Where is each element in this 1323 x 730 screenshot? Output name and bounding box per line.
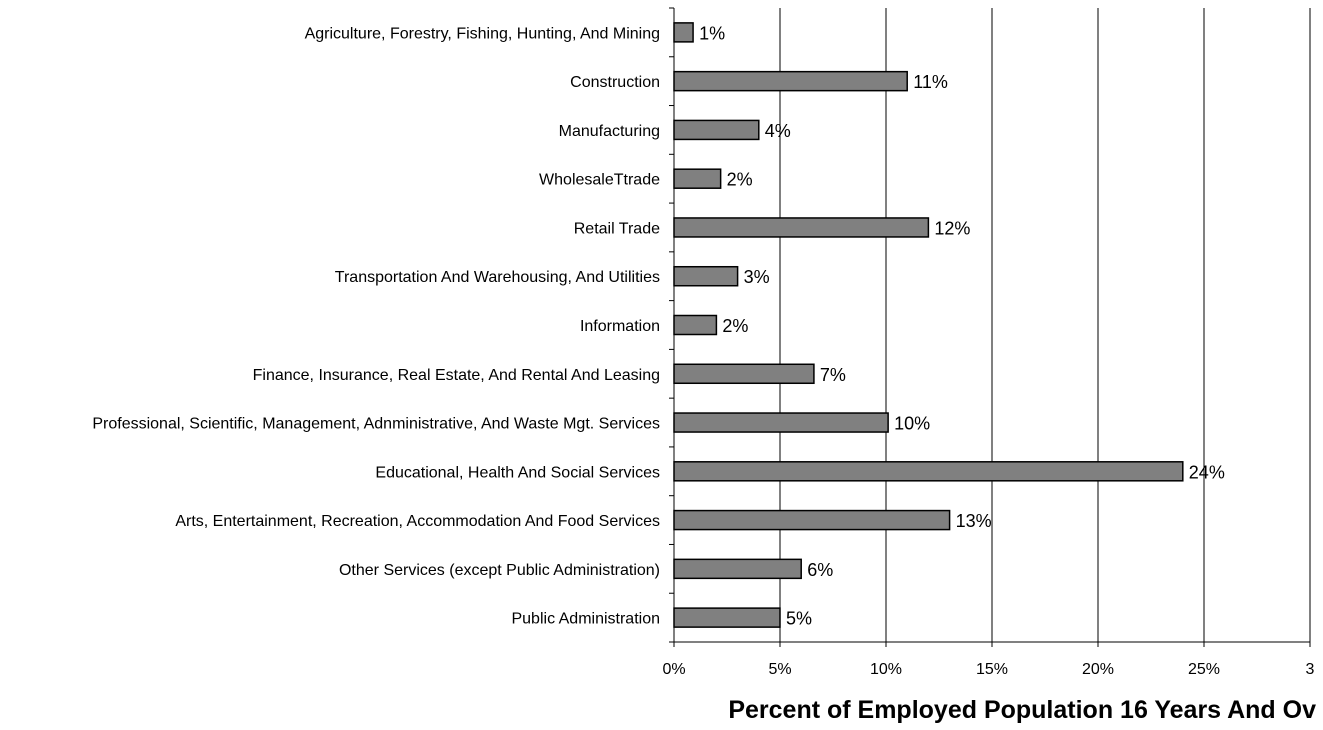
x-tick-label-3: 15% xyxy=(976,661,1008,678)
bar-0 xyxy=(673,22,694,43)
x-tick-label-1: 5% xyxy=(768,661,791,678)
bar-12 xyxy=(673,607,781,628)
x-tick-label-0: 0% xyxy=(662,661,685,678)
category-label-9: Educational, Health And Social Services xyxy=(375,464,660,481)
data-label-12: 5% xyxy=(786,609,812,629)
category-label-12: Public Administration xyxy=(511,611,660,628)
bar-4 xyxy=(673,217,930,238)
x-tick-label-5: 25% xyxy=(1188,661,1220,678)
bar-1 xyxy=(673,70,908,92)
bar-8 xyxy=(673,412,889,433)
data-label-3: 2% xyxy=(727,170,753,190)
data-label-0: 1% xyxy=(699,23,725,43)
category-label-3: WholesaleTtrade xyxy=(539,172,660,189)
data-label-10: 13% xyxy=(956,511,992,531)
bars xyxy=(673,22,1184,628)
category-label-10: Arts, Entertainment, Recreation, Accommo… xyxy=(175,513,660,530)
data-label-9: 24% xyxy=(1189,462,1225,482)
bar-6 xyxy=(673,314,718,336)
category-label-2: Manufacturing xyxy=(559,123,660,140)
category-label-0: Agriculture, Forestry, Fishing, Hunting,… xyxy=(305,25,660,42)
x-axis-title: Percent of Employed Population 16 Years … xyxy=(728,696,1316,724)
category-label-11: Other Services (except Public Administra… xyxy=(339,562,660,579)
bar-3 xyxy=(673,168,722,189)
labels: Agriculture, Forestry, Fishing, Hunting,… xyxy=(92,23,1314,678)
gridlines xyxy=(779,8,1311,642)
bar-2 xyxy=(673,119,760,141)
data-label-1: 11% xyxy=(913,72,948,92)
data-label-2: 4% xyxy=(765,121,791,141)
bar-9 xyxy=(673,461,1184,482)
data-label-6: 2% xyxy=(722,316,748,336)
category-label-4: Retail Trade xyxy=(574,220,660,237)
data-label-7: 7% xyxy=(820,365,846,385)
data-label-8: 10% xyxy=(894,414,930,434)
data-label-4: 12% xyxy=(934,218,970,238)
bar-5 xyxy=(673,265,739,287)
category-label-8: Professional, Scientific, Management, Ad… xyxy=(92,416,660,433)
data-label-5: 3% xyxy=(744,267,770,287)
x-tick-label-6: 3 xyxy=(1306,661,1315,678)
bar-11 xyxy=(673,558,802,580)
axes xyxy=(669,7,1311,647)
bar-7 xyxy=(673,363,815,385)
category-label-7: Finance, Insurance, Real Estate, And Ren… xyxy=(253,367,660,384)
data-label-11: 6% xyxy=(807,560,833,580)
category-label-1: Construction xyxy=(570,74,660,91)
x-tick-label-4: 20% xyxy=(1082,661,1114,678)
category-label-5: Transportation And Warehousing, And Util… xyxy=(335,269,660,286)
category-label-6: Information xyxy=(580,318,660,335)
bar-10 xyxy=(673,509,951,531)
x-tick-label-2: 10% xyxy=(870,661,902,678)
